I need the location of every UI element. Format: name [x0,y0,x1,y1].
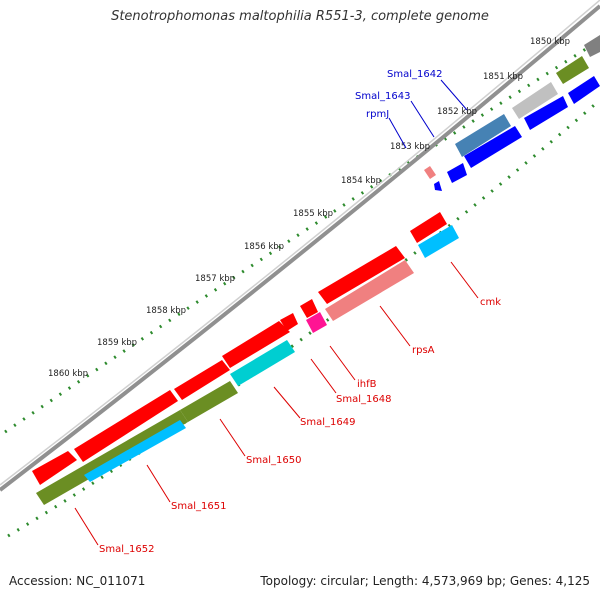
gene-red-4 [280,313,298,331]
gene-small-blue [434,181,442,191]
gene-rpsA [325,260,414,321]
gene-labels: Smal_1642 Smal_1643 rpmJ cmk rpsA ihfB S… [99,69,501,555]
kbp-label: 1850 kbp [530,37,570,47]
gene-blue-d [568,76,600,104]
gene-steelblue [455,114,511,157]
gene-blue-a [447,163,467,183]
gene-cyan-1 [84,420,186,482]
gene-cmk [418,225,459,258]
gene-red-5 [300,299,318,318]
genome-summary-text: Topology: circular; Length: 4,573,969 bp… [260,574,590,588]
gene-red-2 [174,360,230,400]
gene-label-smal-1652: Smal_1652 [99,544,154,555]
gene-blue-c [524,96,568,130]
gene-olive-2 [180,381,238,422]
label-leaders [74,79,479,546]
gene-grey [512,82,558,119]
kbp-label: 1860 kbp [48,369,88,379]
gene-smal-1652-upper [32,451,77,485]
gene-small-pink [424,166,436,179]
gene-red-3 [222,321,290,368]
gene-label-rpmJ: rpmJ [366,109,389,120]
kbp-label: 1856 kbp [244,242,284,252]
kbp-label: 1852 kbp [437,107,477,117]
gene-label-smal-1642: Smal_1642 [387,69,442,80]
kbp-label: 1858 kbp [146,306,186,316]
kbp-label: 1855 kbp [293,209,333,219]
gene-track-upper[interactable] [32,35,600,485]
kbp-label: 1854 kbp [341,176,381,186]
gene-label-smal-1643: Smal_1643 [355,91,410,102]
gene-label-ihfB: ihfB [357,379,377,390]
gene-red-1 [74,390,178,462]
gene-darkgrey-top [584,35,600,57]
gene-label-cmk: cmk [480,297,501,308]
gene-label-smal-1650: Smal_1650 [246,455,301,466]
gene-label-smal-1649: Smal_1649 [300,417,355,428]
genome-backbone [0,0,600,492]
gene-olive-top [556,56,589,84]
gene-label-smal-1648: Smal_1648 [336,394,391,405]
gene-blue-b [464,126,522,168]
gene-label-rpsA: rpsA [412,345,435,356]
gene-track-lower[interactable] [36,225,459,505]
gene-label-smal-1651: Smal_1651 [171,501,226,512]
map-title: Stenotrophomonas maltophilia R551-3, com… [111,9,489,24]
outer-tick-ring [4,38,600,434]
gene-red-6 [318,246,405,304]
gene-red-7 [410,212,447,243]
kbp-scale: 1850 kbp 1851 kbp 1852 kbp 1853 kbp 1854… [48,37,570,379]
kbp-label: 1859 kbp [97,338,137,348]
gene-ihfB [306,312,327,333]
kbp-label: 1857 kbp [195,274,235,284]
gene-olive-1 [36,410,188,505]
kbp-label: 1851 kbp [483,72,523,82]
gene-cyan-2 [230,340,295,386]
accession-text: Accession: NC_011071 [9,574,146,588]
kbp-label: 1853 kbp [390,142,430,152]
